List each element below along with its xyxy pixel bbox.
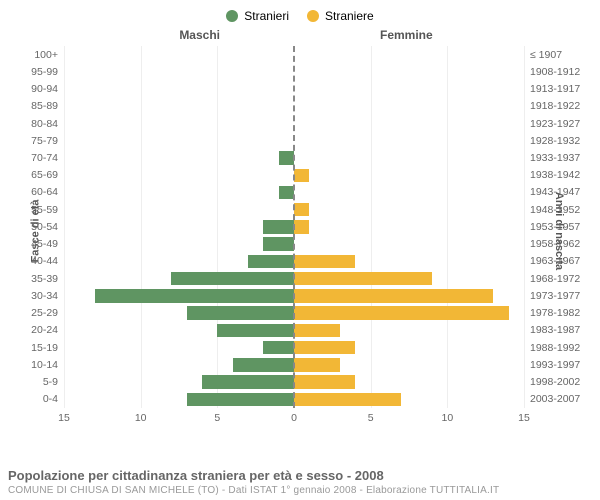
age-label: 90-94 <box>31 83 58 95</box>
bar-female <box>294 324 340 337</box>
bar-female <box>294 306 509 319</box>
age-label: 70-74 <box>31 152 58 164</box>
age-label: 85-89 <box>31 100 58 112</box>
age-label: 25-29 <box>31 307 58 319</box>
legend-swatch-female <box>307 10 319 22</box>
age-label: 75-79 <box>31 135 58 147</box>
birth-year-label: 1928-1932 <box>530 135 580 147</box>
x-tick: 5 <box>368 412 374 424</box>
bar-male <box>279 151 294 164</box>
birth-year-label: 1973-1977 <box>530 290 580 302</box>
center-line <box>293 46 295 408</box>
age-label: 65-69 <box>31 169 58 181</box>
birth-year-label: 1923-1927 <box>530 118 580 130</box>
age-label: 0-4 <box>43 393 58 405</box>
x-tick: 5 <box>214 412 220 424</box>
bar-female <box>294 255 355 268</box>
birth-year-label: 1968-1972 <box>530 273 580 285</box>
bar-female <box>294 358 340 371</box>
birth-year-label: ≤ 1907 <box>530 49 562 61</box>
bar-female <box>294 220 309 233</box>
age-label: 5-9 <box>43 376 58 388</box>
age-label: 15-19 <box>31 342 58 354</box>
x-tick: 0 <box>291 412 297 424</box>
bar-male <box>217 324 294 337</box>
birth-year-label: 1933-1937 <box>530 152 580 164</box>
age-label: 80-84 <box>31 118 58 130</box>
birth-year-label: 1938-1942 <box>530 169 580 181</box>
bar-male <box>263 341 294 354</box>
birth-year-label: 1988-1992 <box>530 342 580 354</box>
birth-year-label: 1963-1967 <box>530 255 580 267</box>
birth-year-label: 1943-1947 <box>530 186 580 198</box>
bar-female <box>294 393 401 406</box>
age-label: 45-49 <box>31 238 58 250</box>
bar-female <box>294 375 355 388</box>
bar-male <box>279 186 294 199</box>
bar-male <box>263 237 294 250</box>
bar-male <box>187 393 294 406</box>
legend-label-male: Stranieri <box>244 9 289 23</box>
column-header-female: Femmine <box>380 28 433 42</box>
age-label: 100+ <box>34 49 58 61</box>
bar-male <box>263 220 294 233</box>
bar-female <box>294 272 432 285</box>
bar-male <box>202 375 294 388</box>
bar-female <box>294 289 493 302</box>
age-label: 60-64 <box>31 186 58 198</box>
birth-year-label: 1948-1952 <box>530 204 580 216</box>
age-label: 20-24 <box>31 324 58 336</box>
chart-area: Maschi Femmine Fasce di età Anni di nasc… <box>0 26 600 436</box>
age-label: 55-59 <box>31 204 58 216</box>
legend-swatch-male <box>226 10 238 22</box>
birth-year-label: 1993-1997 <box>530 359 580 371</box>
birth-year-label: 1983-1987 <box>530 324 580 336</box>
bar-male <box>233 358 294 371</box>
age-label: 50-54 <box>31 221 58 233</box>
x-tick: 15 <box>518 412 530 424</box>
age-label: 35-39 <box>31 273 58 285</box>
birth-year-label: 1918-1922 <box>530 100 580 112</box>
x-axis: 15105051015 <box>64 410 524 430</box>
birth-year-label: 1913-1917 <box>530 83 580 95</box>
x-tick: 10 <box>135 412 147 424</box>
bar-female <box>294 341 355 354</box>
age-label: 10-14 <box>31 359 58 371</box>
x-tick: 10 <box>441 412 453 424</box>
age-label: 30-34 <box>31 290 58 302</box>
footer-title: Popolazione per cittadinanza straniera p… <box>8 468 592 483</box>
birth-year-label: 1978-1982 <box>530 307 580 319</box>
plot: 100+≤ 190795-991908-191290-941913-191785… <box>64 46 524 408</box>
gridline <box>524 46 525 408</box>
birth-year-label: 1998-2002 <box>530 376 580 388</box>
legend-label-female: Straniere <box>325 9 374 23</box>
bar-male <box>248 255 294 268</box>
birth-year-label: 1908-1912 <box>530 66 580 78</box>
legend-item-male: Stranieri <box>226 9 289 23</box>
age-label: 95-99 <box>31 66 58 78</box>
column-header-male: Maschi <box>179 28 220 42</box>
birth-year-label: 2003-2007 <box>530 393 580 405</box>
bar-female <box>294 169 309 182</box>
x-tick: 15 <box>58 412 70 424</box>
age-label: 40-44 <box>31 255 58 267</box>
footer: Popolazione per cittadinanza straniera p… <box>8 468 592 496</box>
bar-male <box>187 306 294 319</box>
birth-year-label: 1958-1962 <box>530 238 580 250</box>
footer-subtitle: COMUNE DI CHIUSA DI SAN MICHELE (TO) - D… <box>8 485 592 496</box>
legend-item-female: Straniere <box>307 9 374 23</box>
birth-year-label: 1953-1957 <box>530 221 580 233</box>
bar-male <box>171 272 294 285</box>
bar-female <box>294 203 309 216</box>
bar-male <box>95 289 294 302</box>
legend: Stranieri Straniere <box>0 0 600 26</box>
